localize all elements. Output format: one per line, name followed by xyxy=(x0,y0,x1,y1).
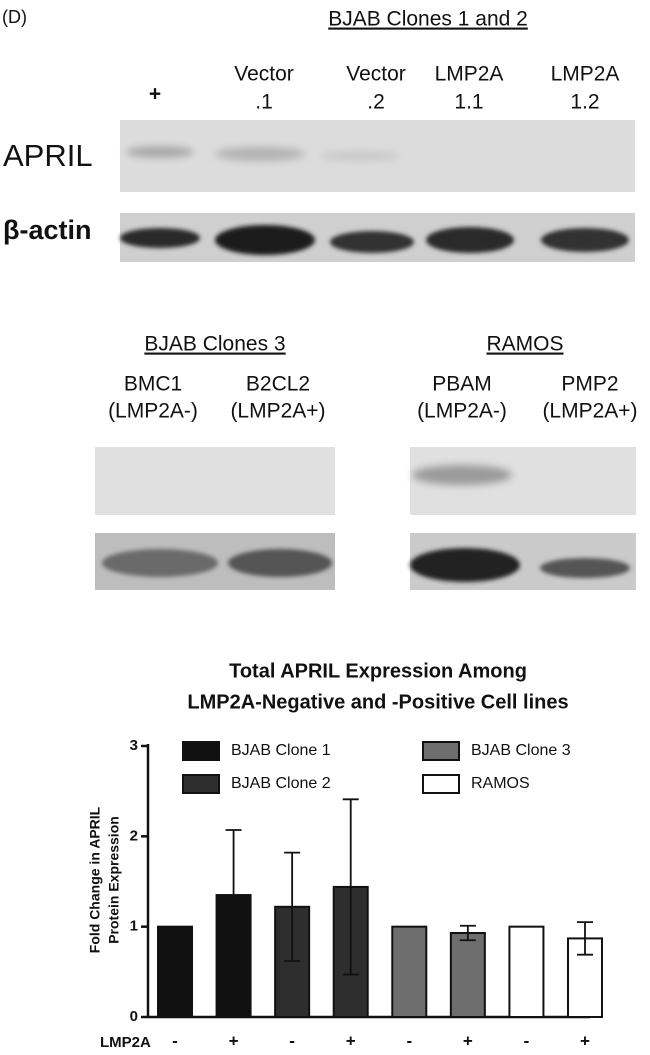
lane-label: PBAM xyxy=(432,373,492,396)
blot-april xyxy=(95,447,335,515)
legend-label: BJAB Clone 1 xyxy=(231,742,331,759)
blot-april xyxy=(120,120,635,192)
lane-label: .1 xyxy=(255,91,273,114)
blot-title: BJAB Clones 1 and 2 xyxy=(328,8,528,31)
legend-label: RAMOS xyxy=(471,775,530,792)
lane-label: LMP2A xyxy=(551,63,620,86)
y-tick-label: 1 xyxy=(130,918,138,935)
lane-label: (LMP2A+) xyxy=(542,400,637,423)
lane-label: Vector xyxy=(234,63,294,86)
error-bar xyxy=(342,798,359,976)
chart-title: Total APRIL Expression Among xyxy=(229,660,527,682)
error-bar xyxy=(577,921,593,956)
lane-label: Vector xyxy=(346,63,406,86)
y-axis-label: Fold Change in APRIL xyxy=(87,806,103,953)
blot-title: BJAB Clones 3 xyxy=(144,333,285,356)
blot-april xyxy=(410,447,636,515)
legend-swatch xyxy=(422,741,460,761)
error-bar xyxy=(225,829,242,961)
y-tick-label: 2 xyxy=(130,827,138,844)
bar xyxy=(157,925,193,1019)
lane-label: PMP2 xyxy=(561,373,618,396)
bar xyxy=(508,925,545,1019)
x-axis-label: LMP2A xyxy=(100,1034,151,1051)
blot-actin xyxy=(410,533,636,590)
legend-label: BJAB Clone 3 xyxy=(471,742,571,759)
x-tick-label: - xyxy=(524,1031,530,1050)
x-tick-label: + xyxy=(580,1031,590,1050)
lane-label: + xyxy=(149,83,161,106)
legend-swatch xyxy=(422,774,460,794)
blot-title: RAMOS xyxy=(486,333,563,356)
x-tick-label: + xyxy=(229,1031,239,1050)
blot-actin xyxy=(120,213,635,262)
error-bar xyxy=(459,924,476,942)
legend-swatch xyxy=(182,741,220,761)
panel-label: (D) xyxy=(2,7,27,27)
x-tick-label: - xyxy=(406,1031,412,1050)
lane-label: BMC1 xyxy=(124,373,182,396)
lane-label: (LMP2A+) xyxy=(230,400,325,423)
bar xyxy=(391,925,428,1019)
x-tick-label: + xyxy=(463,1031,473,1050)
lane-label: 1.1 xyxy=(454,91,483,114)
y-tick-label: 3 xyxy=(130,737,138,754)
lane-label: (LMP2A-) xyxy=(108,400,198,423)
bar xyxy=(449,931,486,1018)
x-tick-label: - xyxy=(289,1031,295,1050)
row-label: APRIL xyxy=(3,138,93,173)
x-tick-label: - xyxy=(172,1031,178,1050)
y-tick-label: 0 xyxy=(130,1008,138,1025)
row-label: β-actin xyxy=(3,215,92,245)
blot-actin xyxy=(95,533,335,590)
x-tick-label: + xyxy=(346,1031,356,1050)
lane-label: .2 xyxy=(367,91,385,114)
legend-label: BJAB Clone 2 xyxy=(231,775,331,792)
y-axis-label: Protein Expression xyxy=(106,816,122,944)
lane-label: LMP2A xyxy=(435,63,504,86)
lane-label: (LMP2A-) xyxy=(417,400,507,423)
legend-swatch xyxy=(182,774,220,794)
lane-label: 1.2 xyxy=(570,91,599,114)
chart-title: LMP2A-Negative and -Positive Cell lines xyxy=(187,691,568,713)
lane-label: B2CL2 xyxy=(246,373,310,396)
error-bar xyxy=(284,851,301,962)
